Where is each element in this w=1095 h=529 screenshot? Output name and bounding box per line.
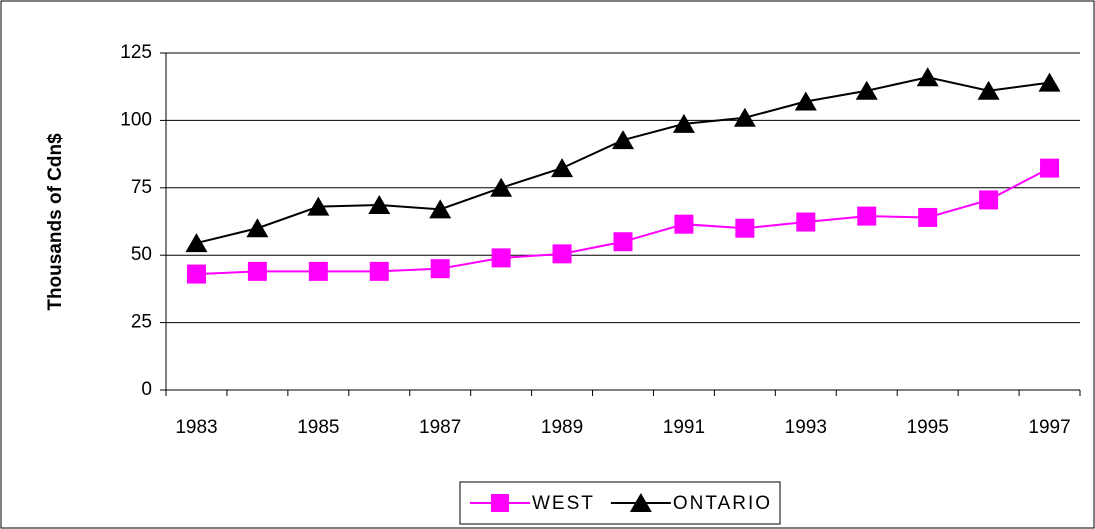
marker [735, 218, 755, 238]
y-tick-label: 75 [131, 177, 152, 198]
marker [674, 214, 694, 234]
legend-label: ONTARIO [673, 493, 772, 514]
y-tick-label: 25 [131, 312, 152, 333]
marker [308, 261, 328, 281]
marker [672, 113, 695, 133]
x-tick-label: 1993 [785, 417, 827, 438]
y-tick-label: 125 [120, 42, 152, 63]
marker [796, 212, 816, 232]
x-tick-label: 1987 [419, 417, 461, 438]
marker [246, 218, 269, 238]
legend: WEST ONTARIO [459, 481, 781, 525]
x-tick-label: 1995 [907, 417, 949, 438]
marker [429, 199, 452, 219]
x-tick-label: 1983 [175, 417, 217, 438]
marker [916, 67, 939, 87]
marker [918, 207, 938, 227]
marker [552, 244, 572, 264]
legend-label: WEST [532, 493, 595, 514]
marker [613, 232, 633, 252]
marker [857, 206, 877, 226]
marker [979, 190, 999, 210]
x-tick-label: 1989 [541, 417, 583, 438]
marker [186, 264, 206, 284]
marker [733, 107, 756, 127]
x-tick-label: 1997 [1028, 417, 1070, 438]
marker [307, 196, 330, 216]
y-tick-label: 50 [131, 244, 152, 265]
marker [794, 91, 817, 111]
marker [490, 177, 513, 197]
marker [368, 195, 391, 215]
marker [855, 80, 878, 100]
marker [1040, 158, 1060, 178]
marker [551, 158, 574, 178]
marker [247, 261, 267, 281]
legend-marker [490, 494, 509, 512]
legend-marker [629, 493, 652, 512]
marker [185, 233, 208, 253]
x-tick-label: 1991 [663, 417, 705, 438]
marker [430, 259, 450, 279]
marker [612, 130, 634, 150]
marker [491, 248, 511, 268]
y-tick-label: 0 [141, 379, 152, 400]
marker [369, 261, 389, 281]
marker [1038, 72, 1061, 92]
y-axis-label: Thousands of Cdn$ [45, 133, 66, 311]
marker [977, 80, 1000, 100]
x-tick-label: 1985 [297, 417, 339, 438]
y-tick-label: 100 [120, 109, 152, 130]
